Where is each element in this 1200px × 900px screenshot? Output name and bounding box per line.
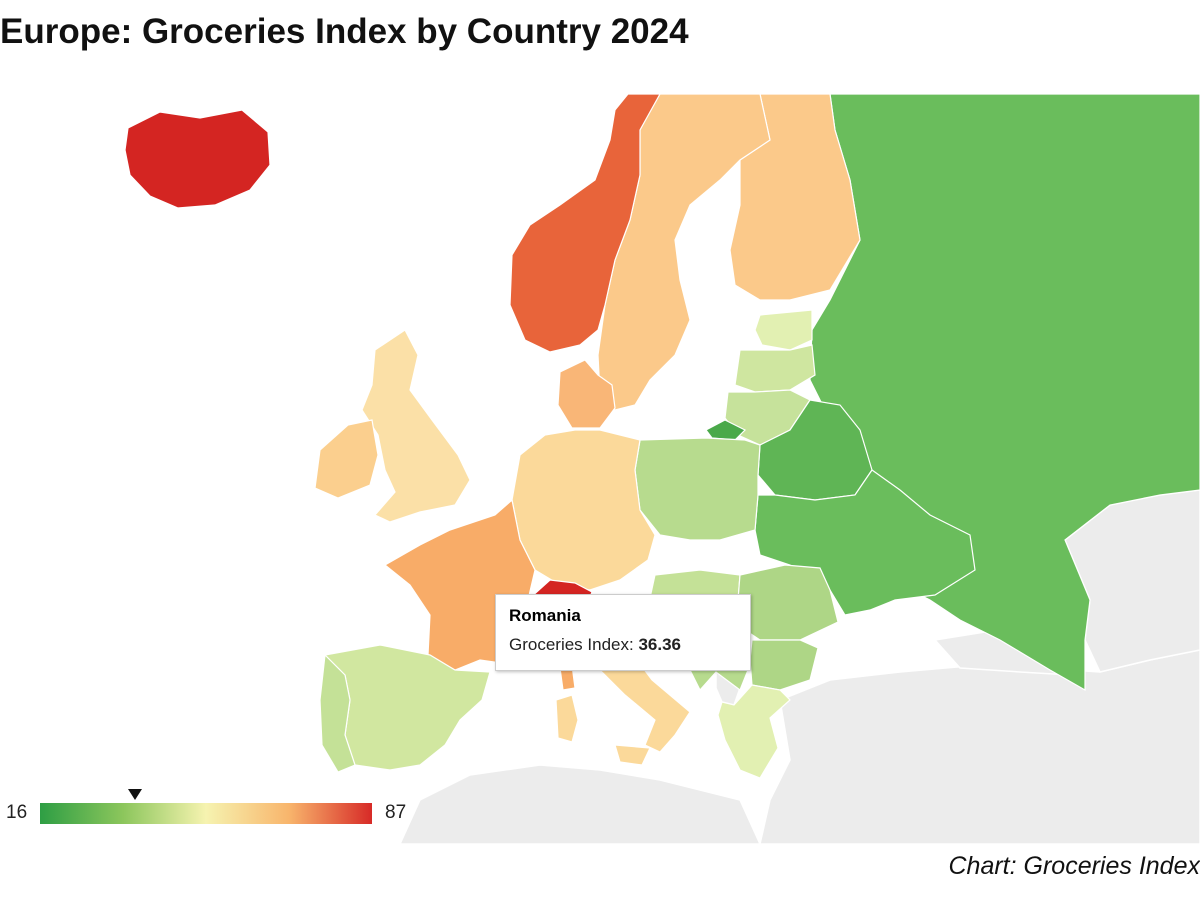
page-title: Europe: Groceries Index by Country 2024: [0, 12, 689, 51]
region-poland[interactable]: [634, 437, 761, 541]
tooltip-label: Groceries Index:: [509, 635, 634, 654]
region-ukraine[interactable]: [754, 469, 976, 616]
map-canvas[interactable]: [0, 94, 1200, 844]
europe-map[interactable]: Romania Groceries Index: 36.36: [0, 94, 1200, 844]
region-estonia[interactable]: [754, 309, 813, 351]
region-uk[interactable]: [361, 329, 471, 523]
tooltip-value: 36.36: [638, 635, 682, 654]
region-bulgaria[interactable]: [749, 639, 819, 691]
tooltip-row: Groceries Index: 36.36: [509, 635, 737, 655]
region-iceland[interactable]: [124, 109, 271, 209]
region-turkey-mideast: [759, 649, 1200, 844]
legend-max-label: 87: [385, 802, 407, 823]
region-norway[interactable]: [509, 94, 661, 353]
region-ireland[interactable]: [314, 419, 379, 499]
region-portugal[interactable]: [319, 653, 356, 773]
legend-min-label: 16: [6, 802, 28, 823]
region-denmark[interactable]: [557, 359, 616, 429]
chart-source: Chart: Groceries Index: [948, 852, 1200, 880]
region-north-africa: [399, 764, 761, 844]
region-kaliningrad[interactable]: [705, 419, 747, 441]
region-greece[interactable]: [717, 684, 791, 779]
region-sardinia[interactable]: [555, 694, 579, 743]
region-romania[interactable]: [737, 564, 839, 641]
tooltip-country: Romania: [509, 606, 581, 625]
region-latvia[interactable]: [734, 344, 816, 393]
legend-marker-icon: [128, 789, 143, 800]
map-tooltip: Romania Groceries Index: 36.36: [495, 594, 751, 671]
legend-color-scale: [40, 803, 372, 824]
region-sicily[interactable]: [614, 744, 651, 766]
